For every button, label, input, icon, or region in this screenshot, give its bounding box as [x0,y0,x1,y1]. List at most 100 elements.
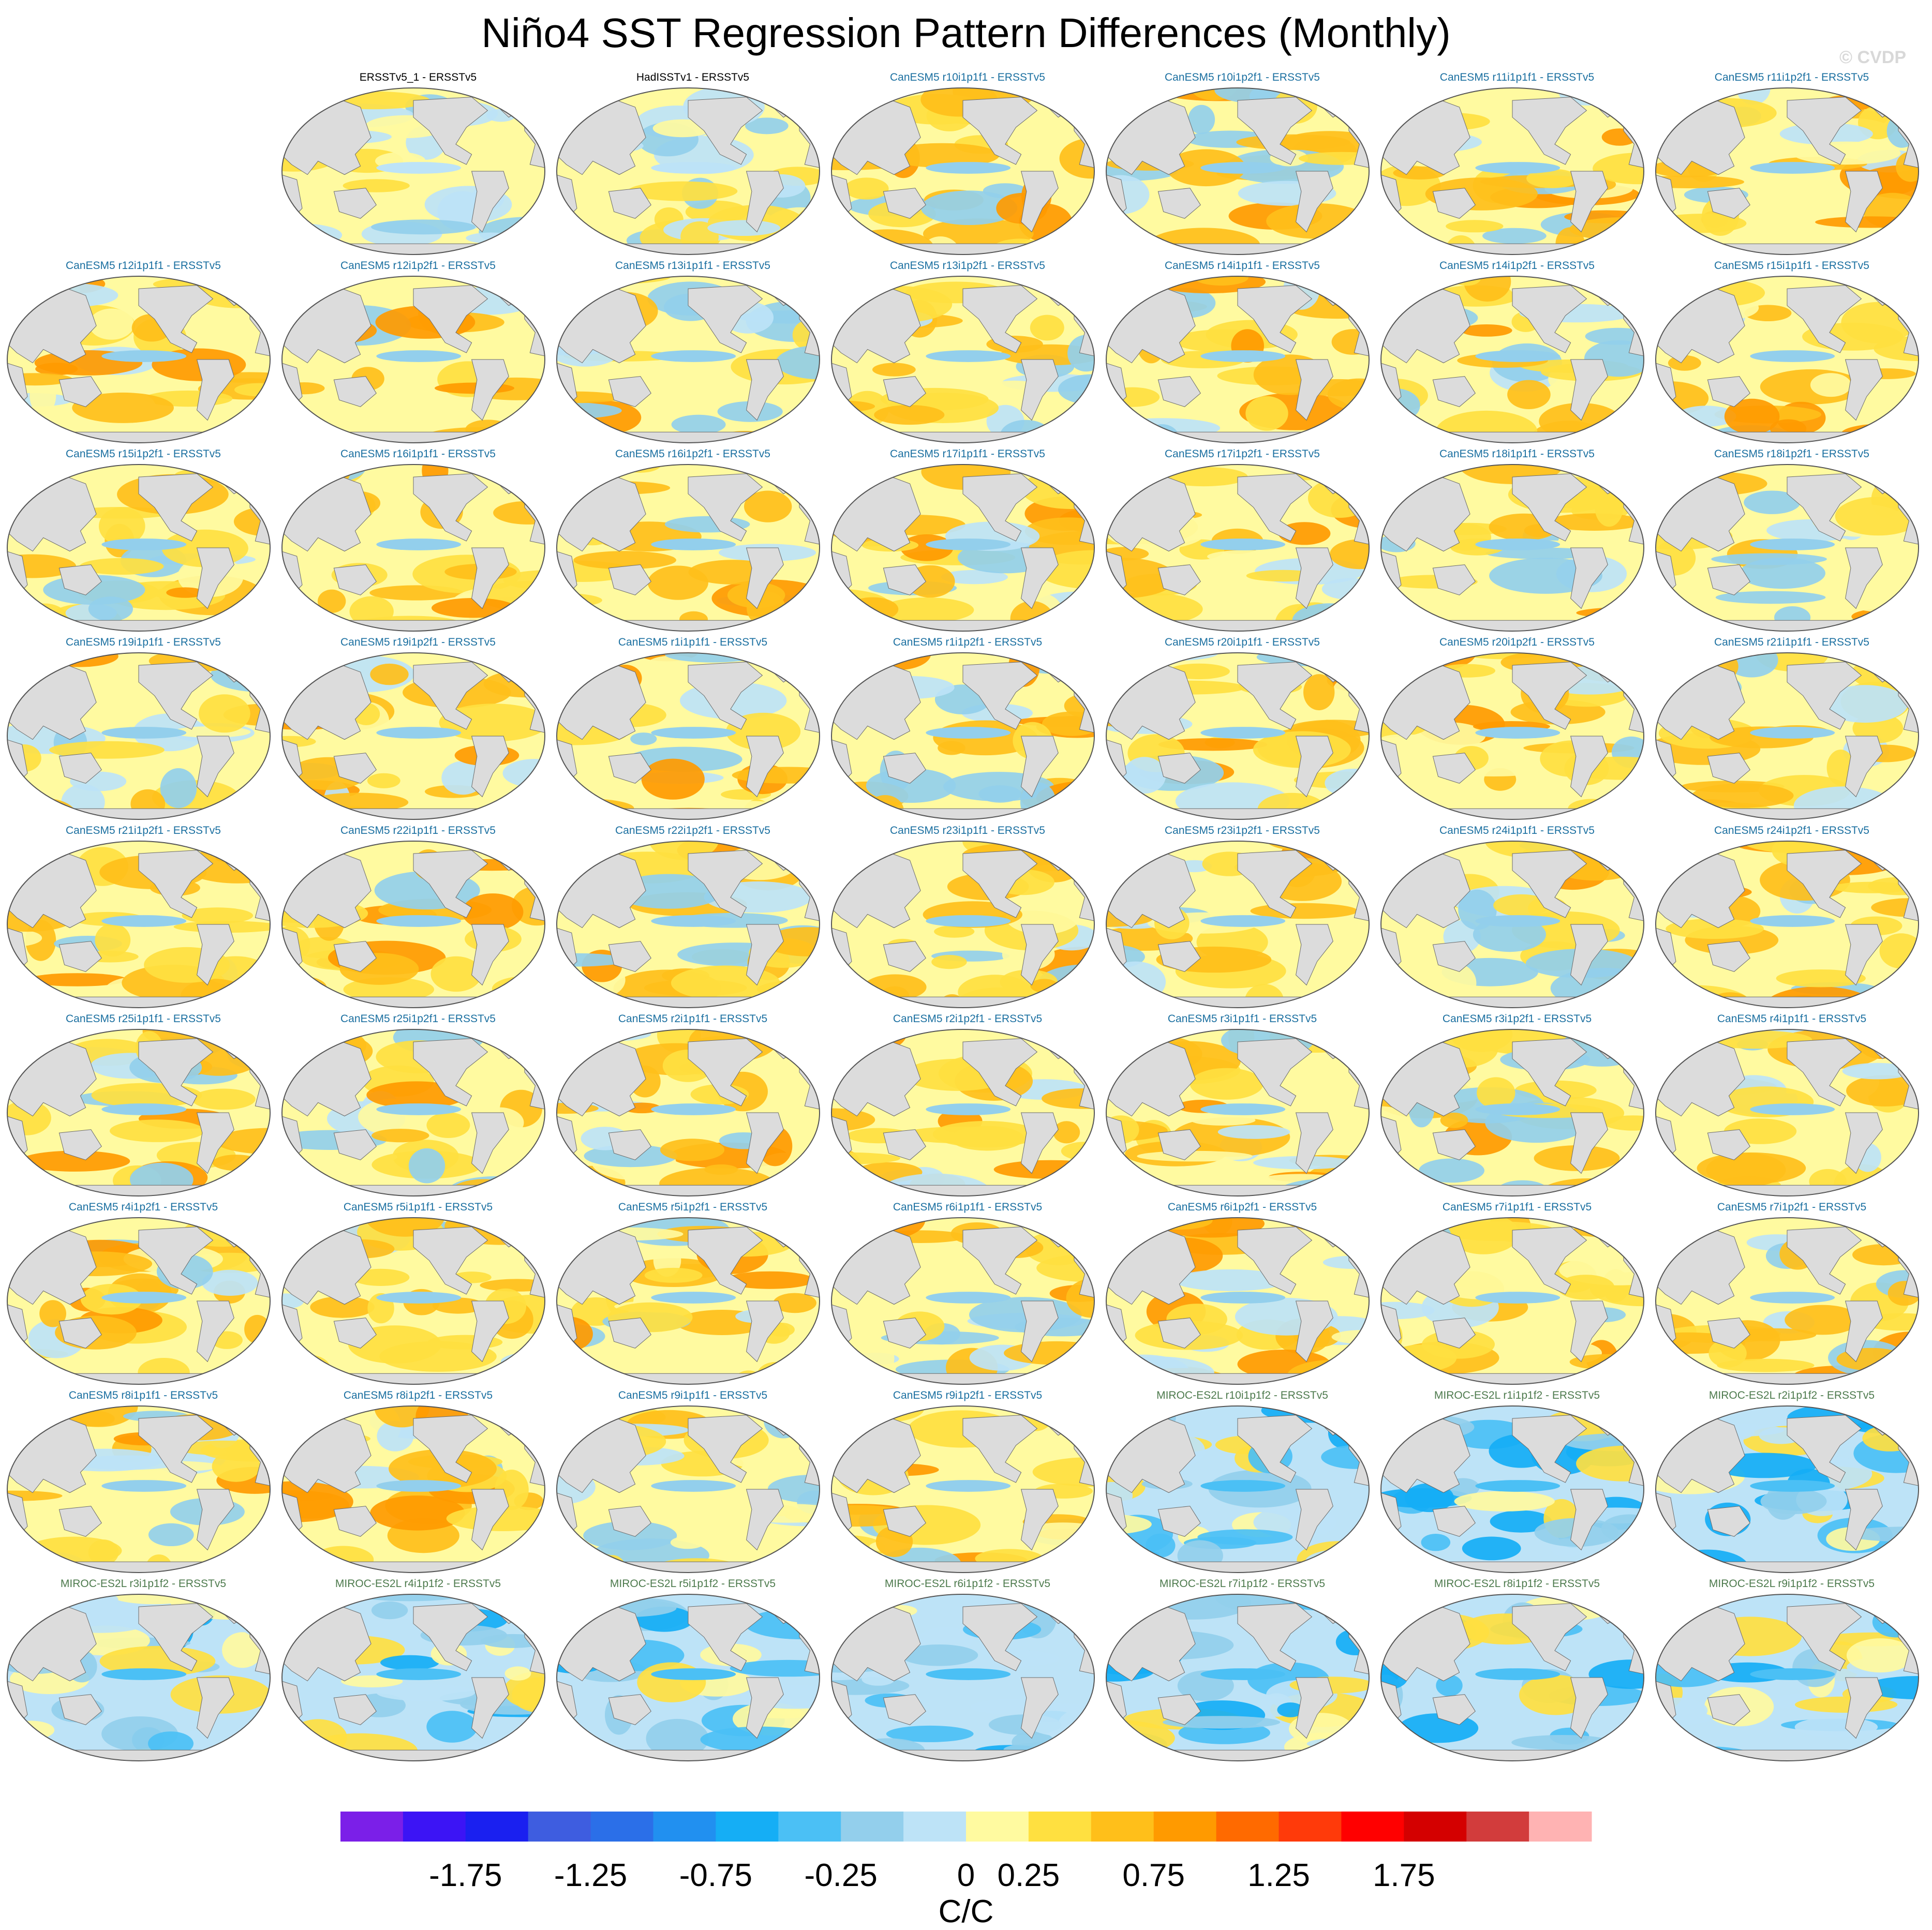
land-mass [1020,1112,1059,1174]
panel-title: CanESM5 r10i1p1f1 - ERSSTv5 [890,71,1045,83]
land-mass [1845,1677,1883,1739]
land-mass [688,285,763,353]
colorbar-swatch [1216,1812,1279,1842]
anomaly-region [641,758,705,800]
land-mass [1120,431,1355,443]
anomaly-region [707,220,781,236]
panel-title: CanESM5 r7i1p2f1 - ERSSTv5 [1717,1201,1867,1213]
panel-title: CanESM5 r14i1p2f1 - ERSSTv5 [1439,260,1595,272]
anomaly-region [1106,961,1166,1003]
land-mass [413,1038,488,1106]
panel-title: HadISSTv1 - ERSSTv5 [636,71,750,83]
land-mass [845,431,1080,443]
land-mass [571,431,806,443]
land-mass [333,1694,377,1725]
equatorial-anomaly [1750,350,1835,362]
map-outline [1106,276,1370,443]
equatorial-anomaly [651,538,736,550]
colorbar-swatch [903,1812,967,1842]
land-mass [608,376,651,407]
equatorial-anomaly [376,538,462,550]
equatorial-anomaly [376,1668,462,1680]
land-mass [1707,941,1750,972]
equatorial-anomaly [376,162,462,174]
land-mass [58,1506,102,1537]
map-plot [831,841,1095,1008]
equatorial-anomaly [926,1668,1011,1680]
panel-title: CanESM5 r8i1p2f1 - ERSSTv5 [343,1389,493,1401]
map-panel: CanESM5 r19i1p1f1 - ERSSTv5 [6,636,280,821]
map-panel: CanESM5 r5i1p1f1 - ERSSTv5 [281,1201,555,1386]
land-mass [471,924,509,986]
map-panel: HadISSTv1 - ERSSTv5 [556,71,830,257]
anomaly-region [432,598,516,618]
land-mass [1707,1506,1750,1537]
map-panel: CanESM5 r22i1p2f1 - ERSSTv5 [556,825,830,1010]
land-mass [845,1561,1080,1573]
panel-title: CanESM5 r13i1p1f1 - ERSSTv5 [615,260,770,272]
land-mass [962,1038,1038,1106]
map-outline [831,1029,1095,1196]
anomaly-region [1043,1188,1077,1196]
map-outline [1380,1217,1644,1385]
map-panel: CanESM5 r1i1p2f1 - ERSSTv5 [830,636,1105,821]
map-plot [1106,464,1370,632]
map-panel: MIROC-ES2L r10i1p1f2 - ERSSTv5 [1105,1389,1379,1575]
land-mass [1237,1226,1313,1295]
anomaly-region [1739,558,1825,589]
map-plot [1655,1029,1919,1196]
map-outline [281,1405,545,1573]
map-outline [1655,87,1919,255]
map-plot [1655,1217,1919,1385]
panel-title: CanESM5 r6i1p1f1 - ERSSTv5 [893,1201,1043,1213]
map-outline [281,87,545,255]
panel-title: CanESM5 r11i1p1f1 - ERSSTv5 [1439,71,1595,83]
map-outline [1380,1594,1644,1761]
land-mass [608,188,651,219]
anomaly-region [1851,1421,1919,1434]
land-mass [196,736,234,798]
land-mass [845,1749,1080,1761]
equatorial-anomaly [101,727,187,739]
anomaly-region [764,927,820,956]
land-mass [1157,941,1201,972]
land-mass [883,753,926,784]
map-plot [1655,276,1919,443]
anomaly-region [570,88,641,97]
land-mass [1787,473,1862,542]
map-panel: CanESM5 r11i1p2f1 - ERSSTv5 [1655,71,1929,257]
anomaly-region [571,465,604,484]
anomaly-region [1507,380,1551,409]
land-mass [962,97,1038,165]
map-plot [281,841,545,1008]
land-mass [1237,473,1313,542]
panel-title: MIROC-ES2L r10i1p1f2 - ERSSTv5 [1156,1389,1328,1401]
map-panel: CanESM5 r13i1p2f1 - ERSSTv5 [830,260,1105,445]
map-plot [1380,1594,1644,1761]
anomaly-region [493,501,545,525]
map-plot [831,1029,1095,1196]
land-mass [1845,171,1883,233]
panel-title: CanESM5 r18i1p1f1 - ERSSTv5 [1439,448,1595,460]
anomaly-region [900,1644,978,1666]
land-mass [845,996,1080,1008]
anomaly-region [1030,315,1064,341]
anomaly-region [1760,1488,1827,1515]
map-plot [1106,87,1370,255]
map-outline [556,1594,820,1761]
map-plot [281,1405,545,1573]
panel-title: CanESM5 r8i1p1f1 - ERSSTv5 [68,1389,218,1401]
colorbar-swatch [590,1812,653,1842]
map-plot [556,1217,820,1385]
land-mass [333,753,377,784]
anomaly-region [1215,1594,1294,1611]
map-plot [281,276,545,443]
panel-title: CanESM5 r21i1p1f1 - ERSSTv5 [1714,636,1869,648]
land-mass [296,620,531,631]
anomaly-region [831,416,864,443]
anomaly-region [1810,373,1851,397]
anomaly-region [1194,276,1249,286]
panel-title: CanESM5 r6i1p2f1 - ERSSTv5 [1167,1201,1317,1213]
land-mass [1395,620,1630,631]
land-mass [21,996,256,1008]
